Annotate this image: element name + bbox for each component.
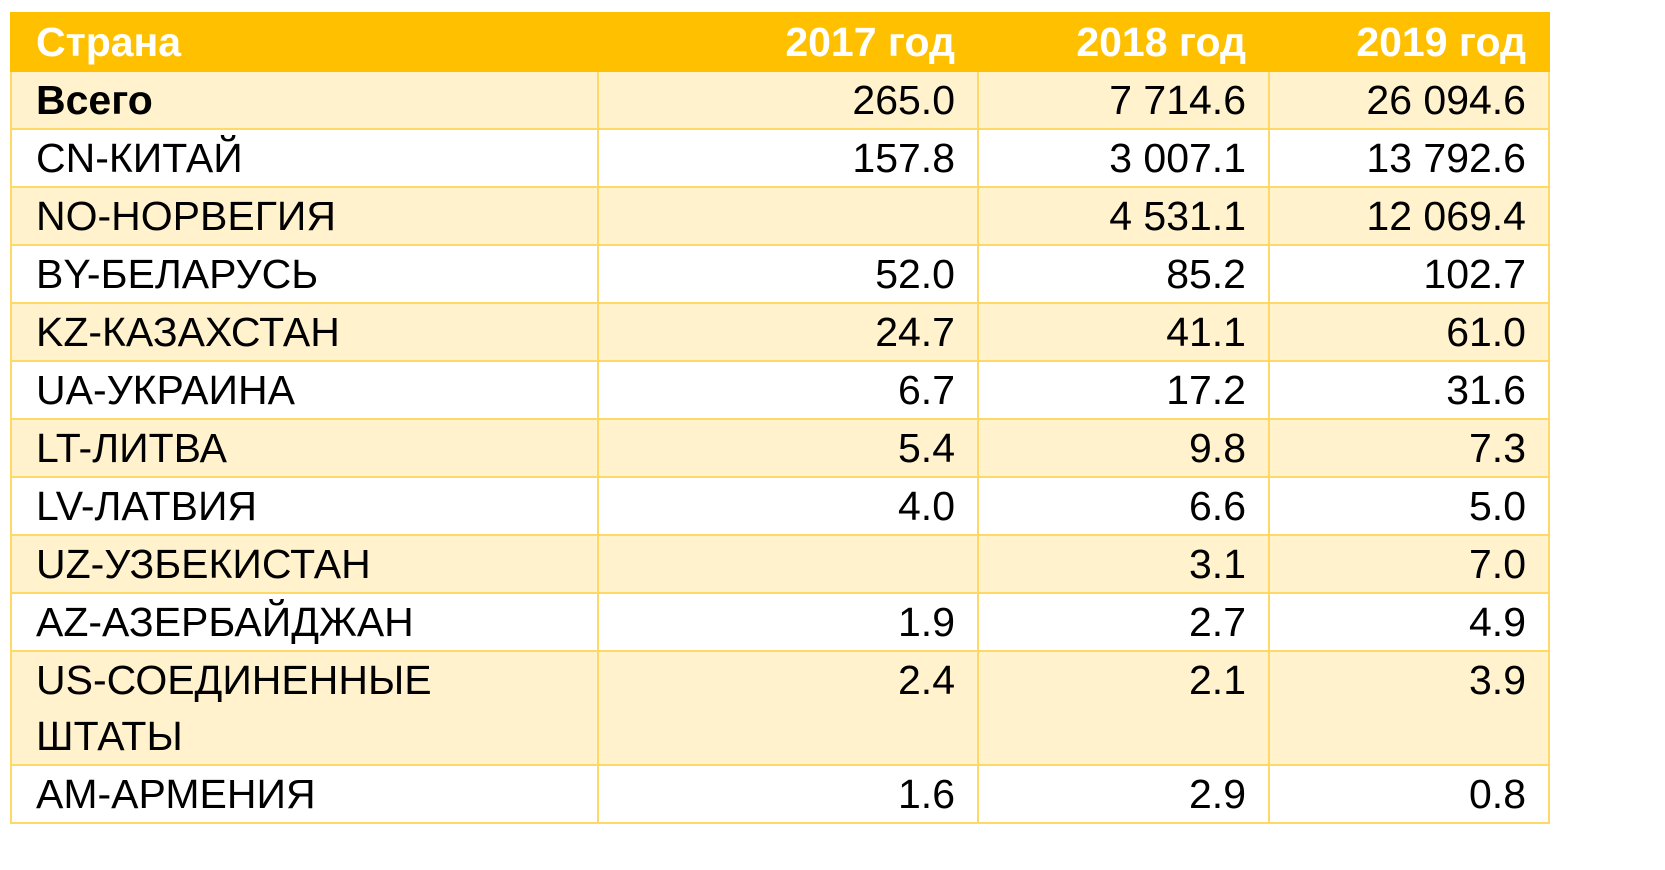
table-row: CN-КИТАЙ 157.8 3 007.1 13 792.6 xyxy=(10,128,1550,188)
table-row: AZ-АЗЕРБАЙДЖАН 1.9 2.7 4.9 xyxy=(10,592,1550,652)
country-cell: LV-ЛАТВИЯ xyxy=(10,476,599,536)
table-row: AM-АРМЕНИЯ 1.6 2.9 0.8 xyxy=(10,764,1550,824)
country-cell: UZ-УЗБЕКИСТАН xyxy=(10,534,599,594)
value-2018: 17.2 xyxy=(977,360,1270,420)
header-country: Страна xyxy=(10,12,599,72)
value-2017: 4.0 xyxy=(597,476,979,536)
value-2019: 5.0 xyxy=(1268,476,1550,536)
value-2017: 265.0 xyxy=(597,70,979,130)
value-2019: 4.9 xyxy=(1268,592,1550,652)
value-2018: 7 714.6 xyxy=(977,70,1270,130)
value-2018: 41.1 xyxy=(977,302,1270,362)
value-2019: 0.8 xyxy=(1268,764,1550,824)
value-2017: 24.7 xyxy=(597,302,979,362)
value-2017: 1.6 xyxy=(597,764,979,824)
country-cell: LT-ЛИТВА xyxy=(10,418,599,478)
table-row: LV-ЛАТВИЯ 4.0 6.6 5.0 xyxy=(10,476,1550,536)
country-cell: UA-УКРАИНА xyxy=(10,360,599,420)
table-row: BY-БЕЛАРУСЬ 52.0 85.2 102.7 xyxy=(10,244,1550,304)
value-2019: 13 792.6 xyxy=(1268,128,1550,188)
value-2017: 1.9 xyxy=(597,592,979,652)
value-2017: 2.4 xyxy=(597,650,979,766)
value-2019: 3.9 xyxy=(1268,650,1550,766)
header-2018: 2018 год xyxy=(977,12,1270,72)
value-2018: 85.2 xyxy=(977,244,1270,304)
table-row: NO-НОРВЕГИЯ 4 531.1 12 069.4 xyxy=(10,186,1550,246)
value-2018: 3 007.1 xyxy=(977,128,1270,188)
value-2017: 52.0 xyxy=(597,244,979,304)
value-2018: 2.1 xyxy=(977,650,1270,766)
table-row: KZ-КАЗАХСТАН 24.7 41.1 61.0 xyxy=(10,302,1550,362)
value-2019: 31.6 xyxy=(1268,360,1550,420)
value-2018: 2.7 xyxy=(977,592,1270,652)
data-table: Страна 2017 год 2018 год 2019 год Всего 2… xyxy=(10,12,1550,824)
country-cell: NO-НОРВЕГИЯ xyxy=(10,186,599,246)
value-2019: 102.7 xyxy=(1268,244,1550,304)
country-cell: AZ-АЗЕРБАЙДЖАН xyxy=(10,592,599,652)
value-2019: 61.0 xyxy=(1268,302,1550,362)
header-row: Страна 2017 год 2018 год 2019 год xyxy=(10,12,1550,72)
country-cell: BY-БЕЛАРУСЬ xyxy=(10,244,599,304)
country-cell: KZ-КАЗАХСТАН xyxy=(10,302,599,362)
value-2018: 2.9 xyxy=(977,764,1270,824)
value-2019: 12 069.4 xyxy=(1268,186,1550,246)
country-cell: US-СОЕДИНЕННЫЕ ШТАТЫ xyxy=(10,650,599,766)
header-2017: 2017 год xyxy=(597,12,979,72)
country-cell: Всего xyxy=(10,70,599,130)
value-2017: 157.8 xyxy=(597,128,979,188)
total-row: Всего 265.0 7 714.6 26 094.6 xyxy=(10,70,1550,130)
value-2017: 6.7 xyxy=(597,360,979,420)
country-cell: AM-АРМЕНИЯ xyxy=(10,764,599,824)
country-cell: CN-КИТАЙ xyxy=(10,128,599,188)
value-2017 xyxy=(597,186,979,246)
table-row: US-СОЕДИНЕННЫЕ ШТАТЫ 2.4 2.1 3.9 xyxy=(10,650,1550,766)
value-2018: 3.1 xyxy=(977,534,1270,594)
table-row: LT-ЛИТВА 5.4 9.8 7.3 xyxy=(10,418,1550,478)
value-2018: 6.6 xyxy=(977,476,1270,536)
value-2017 xyxy=(597,534,979,594)
value-2018: 9.8 xyxy=(977,418,1270,478)
value-2018: 4 531.1 xyxy=(977,186,1270,246)
value-2019: 7.3 xyxy=(1268,418,1550,478)
value-2019: 7.0 xyxy=(1268,534,1550,594)
value-2017: 5.4 xyxy=(597,418,979,478)
value-2019: 26 094.6 xyxy=(1268,70,1550,130)
table-row: UZ-УЗБЕКИСТАН 3.1 7.0 xyxy=(10,534,1550,594)
table-row: UA-УКРАИНА 6.7 17.2 31.6 xyxy=(10,360,1550,420)
header-2019: 2019 год xyxy=(1268,12,1550,72)
